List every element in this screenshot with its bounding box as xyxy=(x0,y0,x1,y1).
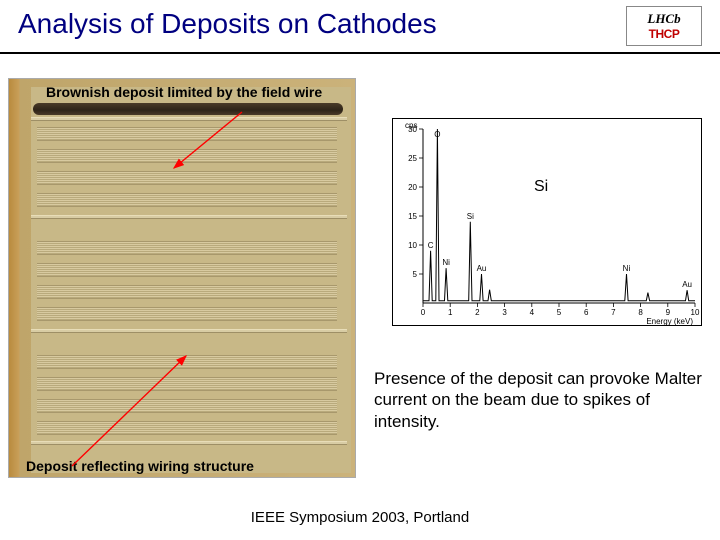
cathode-wire-row xyxy=(37,193,337,207)
annotation-top: Brownish deposit limited by the field wi… xyxy=(46,84,346,101)
svg-text:15: 15 xyxy=(408,212,417,221)
page-title: Analysis of Deposits on Cathodes xyxy=(18,8,437,40)
svg-text:9: 9 xyxy=(666,308,671,317)
svg-text:7: 7 xyxy=(611,308,616,317)
cathode-wire-row xyxy=(37,399,337,413)
spectrum-chart: 01234567891051015202530Energy (keV)cpsCO… xyxy=(392,118,702,326)
spectrum-svg: 01234567891051015202530Energy (keV)cpsCO… xyxy=(393,119,703,327)
svg-text:25: 25 xyxy=(408,154,417,163)
cathode-wire-row xyxy=(37,263,337,277)
brownish-deposit-bar xyxy=(33,103,343,115)
svg-text:Au: Au xyxy=(682,280,692,289)
cathode-wire-row xyxy=(37,285,337,299)
svg-text:3: 3 xyxy=(502,308,507,317)
svg-text:cps: cps xyxy=(405,121,417,130)
svg-text:O: O xyxy=(434,130,440,139)
cathode-separator xyxy=(31,117,347,121)
svg-text:20: 20 xyxy=(408,183,417,192)
annotation-bottom: Deposit reflecting wiring structure xyxy=(26,458,346,475)
svg-text:Ni: Ni xyxy=(623,264,631,273)
svg-text:2: 2 xyxy=(475,308,480,317)
cathode-wire-row xyxy=(37,421,337,435)
svg-text:Au: Au xyxy=(477,264,487,273)
svg-text:4: 4 xyxy=(530,308,535,317)
logo-top-text: LHCb xyxy=(647,11,680,27)
svg-text:10: 10 xyxy=(408,241,417,250)
svg-text:Energy (keV): Energy (keV) xyxy=(646,317,693,326)
lhcb-logo: LHCb THCP xyxy=(626,6,702,46)
svg-text:5: 5 xyxy=(413,270,418,279)
cathode-wire-row xyxy=(37,171,337,185)
si-callout: Si xyxy=(534,178,548,196)
svg-text:Ni: Ni xyxy=(442,258,450,267)
body-paragraph: Presence of the deposit can provoke Malt… xyxy=(374,368,714,432)
cathode-board xyxy=(31,87,351,473)
footer-text: IEEE Symposium 2003, Portland xyxy=(0,509,720,526)
svg-text:0: 0 xyxy=(421,308,426,317)
cathode-separator xyxy=(31,441,347,445)
svg-text:10: 10 xyxy=(691,308,700,317)
svg-text:Si: Si xyxy=(467,212,474,221)
cathode-wire-row xyxy=(37,241,337,255)
cathode-separator xyxy=(31,329,347,333)
cathode-wire-row xyxy=(37,377,337,391)
cathode-wire-row xyxy=(37,355,337,369)
svg-text:C: C xyxy=(428,241,434,250)
svg-text:1: 1 xyxy=(448,308,453,317)
svg-text:6: 6 xyxy=(584,308,589,317)
svg-text:5: 5 xyxy=(557,308,562,317)
cathode-wire-row xyxy=(37,149,337,163)
cathode-photo xyxy=(8,78,356,478)
cathode-wire-row xyxy=(37,127,337,141)
cathode-wire-row xyxy=(37,307,337,321)
cathode-separator xyxy=(31,215,347,219)
title-underline xyxy=(0,52,720,54)
svg-text:8: 8 xyxy=(638,308,643,317)
logo-bottom-text: THCP xyxy=(649,27,680,41)
